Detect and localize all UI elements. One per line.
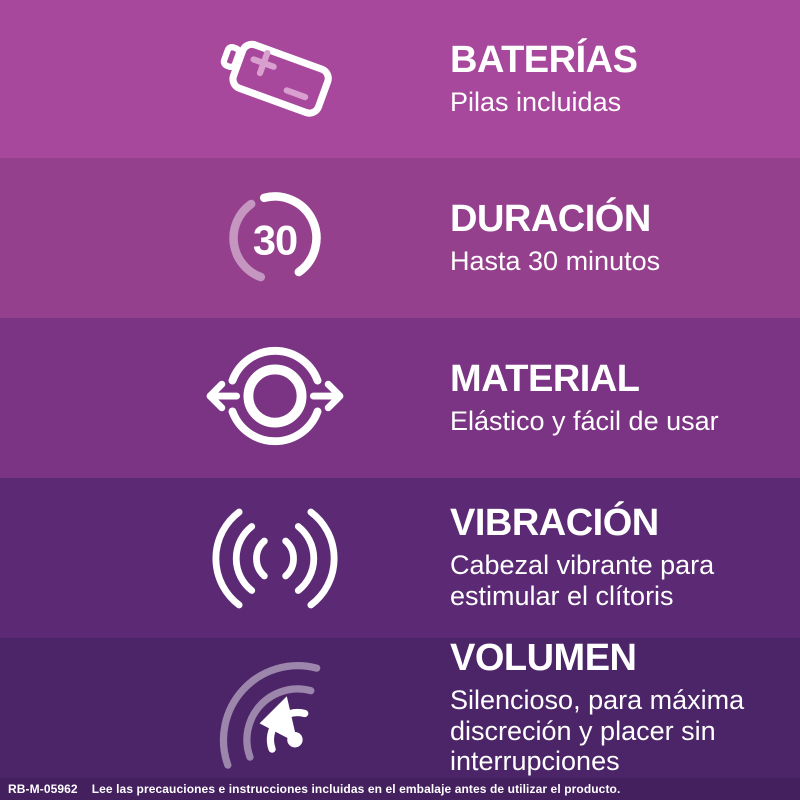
legal-footer: RB-M-05962 Lee las precauciones e instru…	[0, 778, 800, 800]
text-column: MATERIAL Elástico y fácil de usar	[450, 360, 800, 437]
text-column: DURACIÓN Hasta 30 minutos	[450, 200, 800, 277]
icon-column: 30	[0, 186, 430, 290]
section-volumen: VOLUMEN Silencioso, para máxima discreci…	[0, 638, 800, 778]
section-title: DURACIÓN	[450, 197, 651, 240]
text-column: VIBRACIÓN Cabezal vibrante para estimula…	[450, 504, 800, 612]
icon-column	[0, 334, 430, 462]
section-title: VIBRACIÓN	[450, 502, 659, 545]
section-material: MATERIAL Elástico y fácil de usar	[0, 318, 800, 478]
timer-30-icon: 30	[229, 192, 321, 282]
section-vibracion: VIBRACIÓN Cabezal vibrante para estimula…	[0, 478, 800, 638]
section-subtitle: Cabezal vibrante para estimular el clíto…	[450, 550, 715, 611]
timer-number: 30	[253, 216, 297, 263]
vibration-waves-icon	[212, 508, 338, 608]
section-subtitle: Silencioso, para máxima discreción y pla…	[450, 684, 745, 777]
section-subtitle: Elástico y fácil de usar	[450, 405, 719, 436]
section-subtitle: Pilas incluidas	[450, 86, 622, 117]
battery-icon	[220, 40, 332, 117]
text-column: BATERÍAS Pilas incluidas	[450, 41, 800, 118]
icon-column	[0, 500, 430, 617]
section-duracion: 30 DURACIÓN Hasta 30 minutos	[0, 158, 800, 318]
icon-column	[0, 28, 430, 130]
section-subtitle: Hasta 30 minutos	[450, 245, 661, 276]
section-baterias: BATERÍAS Pilas incluidas	[0, 0, 800, 158]
section-title: BATERÍAS	[450, 38, 638, 81]
section-title: VOLUMEN	[450, 636, 637, 679]
stretch-ring-icon	[206, 346, 344, 446]
text-column: VOLUMEN Silencioso, para máxima discreci…	[450, 639, 800, 777]
icon-column	[0, 640, 430, 776]
quiet-speaker-icon	[219, 662, 321, 769]
section-title: MATERIAL	[450, 357, 640, 400]
product-code: RB-M-05962	[8, 782, 78, 796]
legal-text: Lee las precauciones e instrucciones inc…	[91, 782, 621, 796]
